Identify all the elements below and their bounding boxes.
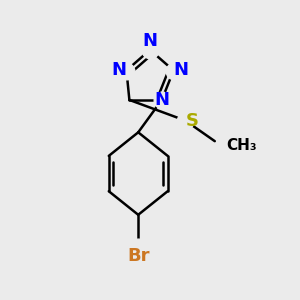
Text: CH₃: CH₃: [226, 138, 257, 153]
Text: S: S: [185, 112, 198, 130]
Text: N: N: [142, 32, 158, 50]
Text: Br: Br: [127, 247, 149, 265]
Text: N: N: [154, 91, 169, 109]
Text: N: N: [111, 61, 126, 80]
Text: N: N: [174, 61, 189, 80]
